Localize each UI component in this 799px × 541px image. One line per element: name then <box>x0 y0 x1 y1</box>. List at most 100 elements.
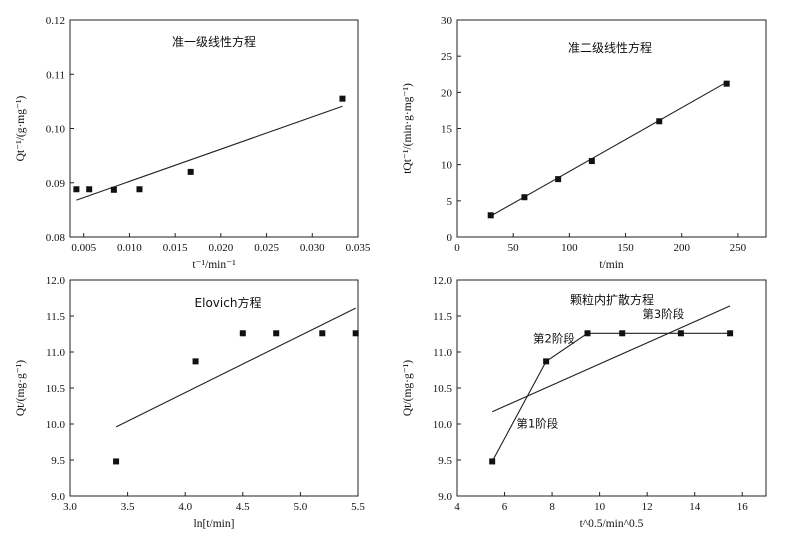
y-tick-label: 0.12 <box>46 15 65 27</box>
x-tick-label: 6 <box>502 501 508 513</box>
data-point <box>86 186 93 193</box>
data-point <box>113 458 120 465</box>
y-tick-label: 12.0 <box>433 275 453 287</box>
stage-annotation: 第3阶段 <box>642 307 684 321</box>
y-tick-label: 20 <box>441 87 453 99</box>
x-tick-label: 0.020 <box>208 242 233 254</box>
data-point <box>677 330 684 337</box>
y-tick-label: 11.0 <box>46 347 65 359</box>
y-tick-label: 0 <box>447 232 453 244</box>
x-tick-label: 16 <box>737 501 749 513</box>
data-point <box>521 194 528 201</box>
x-tick-label: 3.0 <box>63 501 77 513</box>
chart-panel-1: 0.005 0.010 0.015 0.020 0.025 0.030 0.035 0.08 0… <box>15 15 371 271</box>
data-point <box>319 330 326 337</box>
stage-annotation: 第2阶段 <box>533 332 575 346</box>
chart-panel-4: 4 6 8 10 12 14 16 9.0 9.5 10.0 10.5 11.0 11.5 12.0 t^0… <box>402 275 767 530</box>
data-point <box>352 330 359 337</box>
y-axis-label: Qt/(mg·g⁻¹) <box>15 360 27 416</box>
data-point <box>489 458 496 465</box>
y-tick-label: 9.0 <box>51 491 65 503</box>
y-tick-label: 30 <box>441 15 453 27</box>
panel-title: Elovich方程 <box>195 295 262 310</box>
stage-annotation: 第1阶段 <box>516 417 558 431</box>
y-tick-label: 25 <box>441 51 453 63</box>
data-point <box>656 118 663 125</box>
y-tick-label: 15 <box>441 124 453 136</box>
data-point <box>619 330 626 337</box>
x-tick-label: 0.005 <box>71 242 96 254</box>
y-axis-label: Qt⁻¹/(g·mg⁻¹) <box>15 96 27 162</box>
chart-panel-3: 3.0 3.5 4.0 4.5 5.0 5.5 9.0 9.5 10.0 10.5 11.0 11.5… <box>15 275 365 530</box>
x-tick-label: 0.010 <box>117 242 142 254</box>
y-tick-label: 0.10 <box>46 124 66 136</box>
x-tick-label: 4 <box>454 501 460 513</box>
chart-panel-2: 0 50 100 150 200 250 0 5 10 15 20 25 30 t/min tQt⁻¹/(m… <box>402 15 767 271</box>
y-tick-label: 12.0 <box>46 275 66 287</box>
fit-line <box>115 307 356 428</box>
x-tick-label: 0.035 <box>346 242 371 254</box>
panel-title: 颗粒内扩散方程 <box>570 292 654 307</box>
y-tick-label: 11.0 <box>433 347 452 359</box>
x-tick-label: 200 <box>673 242 690 254</box>
data-point <box>555 176 562 183</box>
x-tick-label: 0.030 <box>300 242 325 254</box>
x-tick-label: 10 <box>594 501 606 513</box>
x-tick-label: 5.0 <box>294 501 308 513</box>
y-tick-label: 0.11 <box>46 69 65 81</box>
panel-title: 准一级线性方程 <box>172 34 256 49</box>
data-point <box>187 168 194 175</box>
x-tick-label: 4.0 <box>178 501 192 513</box>
plot-frame <box>69 19 359 238</box>
y-tick-label: 11.5 <box>46 311 65 323</box>
fit-line <box>76 105 343 201</box>
data-point <box>727 330 734 337</box>
x-axis-label: t⁻¹/min⁻¹ <box>192 259 236 271</box>
x-tick-label: 150 <box>617 242 634 254</box>
fit-line <box>490 81 727 217</box>
y-tick-label: 10.0 <box>433 419 453 431</box>
x-axis-label: t/min <box>599 259 624 271</box>
data-point <box>543 358 550 365</box>
data-point <box>339 95 346 102</box>
x-tick-label: 250 <box>730 242 747 254</box>
x-tick-label: 0.015 <box>163 242 188 254</box>
data-point <box>584 330 591 337</box>
y-tick-label: 0.09 <box>46 178 66 190</box>
x-axis-label: t^0.5/min^0.5 <box>580 518 644 530</box>
x-tick-label: 3.5 <box>121 501 135 513</box>
plot-frame <box>456 279 767 497</box>
data-point <box>73 186 80 193</box>
y-tick-label: 9.5 <box>438 455 452 467</box>
panel-title: 准二级线性方程 <box>568 40 652 55</box>
x-tick-label: 8 <box>549 501 555 513</box>
y-tick-label: 11.5 <box>433 311 452 323</box>
y-tick-label: 10.5 <box>46 383 66 395</box>
x-tick-label: 14 <box>689 501 701 513</box>
y-tick-label: 0.08 <box>46 232 66 244</box>
y-tick-label: 5 <box>447 196 453 208</box>
data-point <box>723 80 730 87</box>
x-tick-label: 5.5 <box>351 501 365 513</box>
y-tick-label: 9.5 <box>51 455 65 467</box>
data-point <box>487 212 494 219</box>
y-axis-label: tQt⁻¹/(min·g·mg⁻¹) <box>402 83 414 174</box>
data-point <box>110 186 117 193</box>
x-tick-label: 0 <box>454 242 460 254</box>
data-point <box>239 330 246 337</box>
series-line <box>491 332 731 462</box>
x-tick-label: 0.025 <box>254 242 279 254</box>
data-point <box>192 358 199 365</box>
y-tick-label: 10 <box>441 160 453 172</box>
x-axis-label: ln[t/min] <box>194 518 235 530</box>
y-tick-label: 10.0 <box>46 419 66 431</box>
x-tick-label: 50 <box>508 242 520 254</box>
y-tick-label: 10.5 <box>433 383 453 395</box>
fit-line <box>491 305 731 413</box>
y-axis-label: Qt/(mg·g⁻¹) <box>402 360 414 416</box>
x-tick-label: 4.5 <box>236 501 250 513</box>
x-tick-label: 100 <box>561 242 578 254</box>
data-point <box>136 186 143 193</box>
data-point <box>273 330 280 337</box>
